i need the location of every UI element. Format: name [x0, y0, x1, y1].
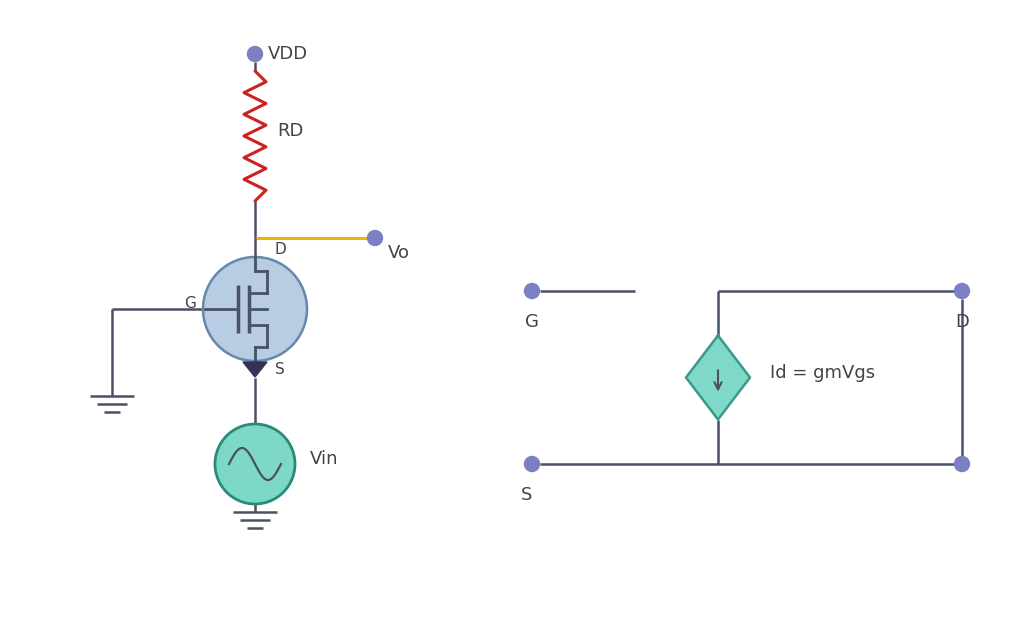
Circle shape [203, 257, 307, 361]
Text: S: S [275, 361, 285, 376]
Text: G: G [525, 313, 539, 331]
Circle shape [215, 424, 295, 504]
Circle shape [954, 456, 970, 471]
Text: Id = gmVgs: Id = gmVgs [770, 364, 876, 381]
Circle shape [524, 284, 540, 299]
Text: RD: RD [278, 122, 303, 140]
Text: G: G [184, 297, 196, 312]
Text: S: S [521, 486, 532, 504]
Circle shape [524, 456, 540, 471]
Polygon shape [686, 336, 750, 419]
Circle shape [368, 230, 383, 245]
Circle shape [954, 284, 970, 299]
Circle shape [248, 46, 262, 61]
Polygon shape [243, 362, 267, 377]
Text: D: D [955, 313, 969, 331]
Text: Vo: Vo [388, 244, 410, 262]
Text: VDD: VDD [268, 45, 308, 63]
Text: Vin: Vin [310, 450, 339, 468]
Text: D: D [274, 242, 286, 257]
